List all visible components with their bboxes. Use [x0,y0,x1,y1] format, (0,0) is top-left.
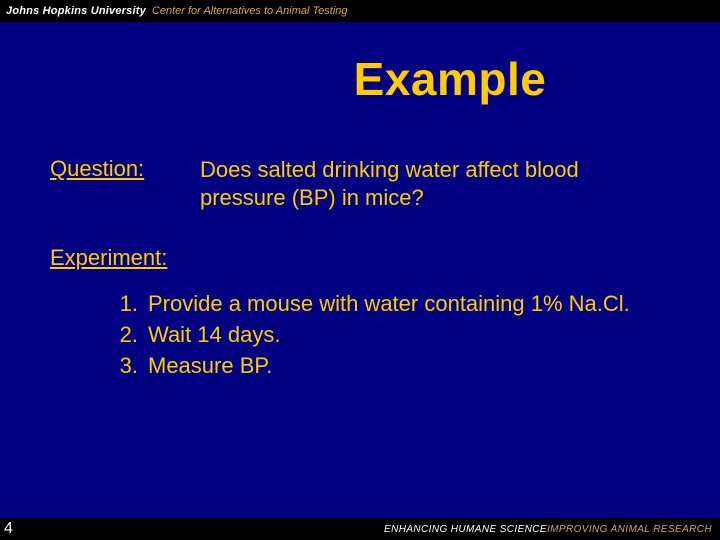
step-text: Wait 14 days. [148,320,280,351]
header-center: Center for Alternatives to Animal Testin… [152,5,348,17]
slide-body: Example Question: Does salted drinking w… [0,22,720,518]
list-item: 2. Wait 14 days. [110,320,670,351]
footer-tagline: ENHANCING HUMANE SCIENCEIMPROVING ANIMAL… [384,524,712,535]
question-label: Question: [50,156,200,211]
step-number: 2. [110,320,138,351]
experiment-steps: 1. Provide a mouse with water containing… [110,289,670,381]
step-text: Provide a mouse with water containing 1%… [148,289,630,320]
header-org: Johns Hopkins University [6,5,146,17]
footer-bar: 4 ENHANCING HUMANE SCIENCEIMPROVING ANIM… [0,518,720,540]
page-number: 4 [4,520,13,538]
list-item: 3. Measure BP. [110,351,670,382]
question-row: Question: Does salted drinking water aff… [50,156,670,211]
footer-tag-right: IMPROVING ANIMAL RESEARCH [547,524,712,535]
header-bar: Johns Hopkins University Center for Alte… [0,0,720,22]
list-item: 1. Provide a mouse with water containing… [110,289,670,320]
step-number: 1. [110,289,138,320]
experiment-label: Experiment: [50,245,670,271]
step-text: Measure BP. [148,351,272,382]
step-number: 3. [110,351,138,382]
slide-title: Example [230,52,670,106]
question-text: Does salted drinking water affect blood … [200,156,670,211]
footer-tag-left: ENHANCING HUMANE SCIENCE [384,524,547,535]
